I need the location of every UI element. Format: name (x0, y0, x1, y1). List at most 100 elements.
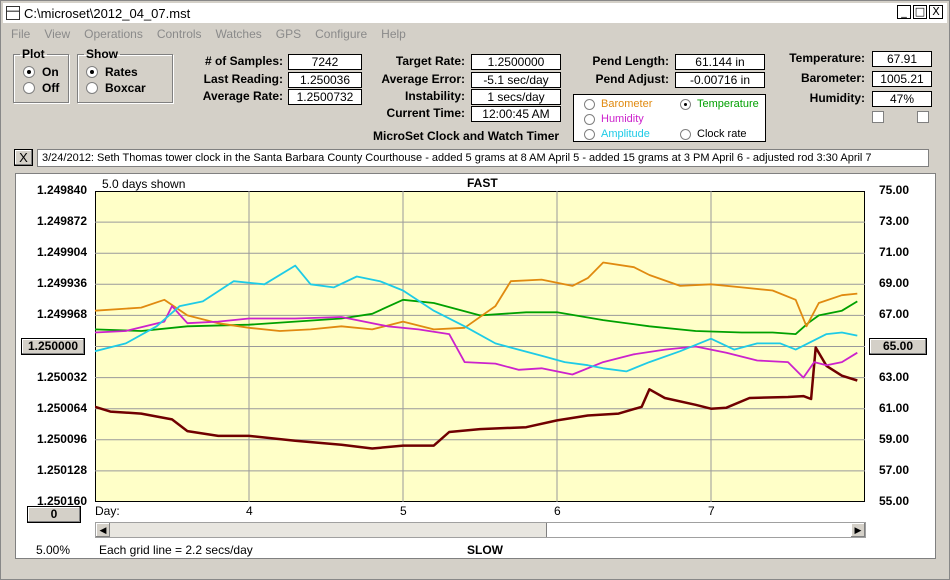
sensor-amplitude-label: Amplitude (601, 128, 650, 140)
menu-operations[interactable]: Operations (84, 27, 143, 41)
title-bar: C:\microset\2012_04_07.mst _ □ X (3, 3, 947, 23)
series-line-humidity (95, 305, 858, 379)
sensor-temperature-radio[interactable]: Temperature (680, 98, 759, 110)
samples-label: # of Samples: (204, 54, 283, 68)
sensor-barometer-label: Barometer (601, 98, 653, 110)
plot-group-title: Plot (22, 47, 45, 61)
average-error-value: -5.1 sec/day (471, 72, 561, 88)
humidity-label: Humidity: (809, 91, 865, 105)
percent-label: 5.00% (36, 543, 71, 557)
radio-unselected-icon (680, 128, 691, 140)
x-axis-prefix: Day: (95, 504, 120, 518)
radio-selected-icon (86, 66, 98, 78)
radio-unselected-icon (86, 82, 98, 94)
days-shown-label: 5.0 days shown (102, 177, 186, 191)
y-right-tick: 57.00 (878, 462, 909, 477)
plot-group: Plot (13, 47, 69, 103)
app-icon (6, 6, 20, 20)
show-rates-radio[interactable]: Rates (86, 65, 138, 79)
sensor-amplitude-radio[interactable]: Amplitude (584, 128, 650, 140)
y-right-tick: 67.00 (878, 307, 909, 322)
minimize-button[interactable]: _ (897, 5, 911, 19)
series-line-amplitude (95, 264, 858, 373)
note-field[interactable]: 3/24/2012: Seth Thomas tower clock in th… (37, 149, 929, 167)
y-right-tick: 75.00 (878, 183, 909, 197)
radio-selected-icon (680, 98, 691, 110)
checkbox-2[interactable] (917, 111, 929, 123)
y-right-tick: 73.00 (878, 214, 909, 229)
horizontal-scrollbar[interactable]: ◀ ▶ (95, 522, 866, 538)
scroll-right-icon[interactable]: ▶ (851, 523, 865, 537)
radio-selected-icon (23, 66, 35, 78)
instability-value: 1 secs/day (471, 89, 561, 105)
menu-help[interactable]: Help (381, 27, 406, 41)
show-boxcar-label: Boxcar (105, 81, 146, 95)
sensor-clock-rate-label: Clock rate (697, 128, 747, 140)
plot-off-label: Off (42, 81, 60, 95)
series-line-clock-rate (95, 346, 858, 450)
window-title: C:\microset\2012_04_07.mst (24, 5, 191, 21)
radio-unselected-icon (584, 98, 595, 110)
plot-off-radio[interactable]: Off (23, 81, 59, 95)
checkbox-1[interactable] (872, 111, 884, 123)
radio-unselected-icon (584, 128, 595, 140)
pend-adjust-value: -0.00716 in (675, 72, 765, 88)
y-left-tick: 1.250160 (36, 494, 87, 508)
series-line-temperature (95, 298, 858, 336)
target-rate-label: Target Rate: (395, 54, 465, 68)
radio-unselected-icon (584, 113, 595, 125)
barometer-label: Barometer: (800, 71, 865, 85)
center-temperature-button[interactable]: 65.00 (869, 338, 927, 355)
sensor-clock-rate-radio[interactable]: Clock rate (680, 128, 747, 140)
y-right-tick: 61.00 (878, 400, 909, 415)
average-error-label: Average Error: (381, 72, 465, 86)
y-right-tick: 69.00 (878, 276, 909, 291)
menu-file[interactable]: File (11, 27, 31, 41)
x-tick: 4 (246, 504, 253, 518)
slow-label: SLOW (467, 543, 503, 557)
grid-note-label: Each grid line = 2.2 secs/day (99, 543, 253, 557)
temperature-value: 67.91 (872, 51, 932, 67)
menu-controls[interactable]: Controls (156, 27, 202, 41)
x-tick: 5 (400, 504, 407, 518)
menu-view[interactable]: View (44, 27, 71, 41)
average-rate-label: Average Rate: (202, 89, 283, 103)
y-left-tick: 1.250096 (36, 431, 87, 446)
x-tick: 7 (708, 504, 715, 518)
menu-configure[interactable]: Configure (315, 27, 368, 41)
y-left-tick: 1.249904 (36, 245, 87, 260)
plot-on-radio[interactable]: On (23, 65, 59, 79)
close-note-button[interactable]: X (14, 149, 33, 166)
y-right-tick: 55.00 (878, 494, 909, 508)
show-boxcar-radio[interactable]: Boxcar (86, 81, 146, 95)
fast-label: FAST (467, 176, 498, 190)
menu-gps[interactable]: GPS (275, 27, 302, 41)
temperature-label: Temperature: (789, 51, 865, 65)
menu-bar: File View Operations Controls Watches GP… (3, 25, 947, 43)
pend-length-label: Pend Length: (592, 54, 669, 68)
sensor-barometer-radio[interactable]: Barometer (584, 98, 652, 110)
instability-label: Instability: (404, 89, 465, 103)
barometer-value: 1005.21 (872, 71, 932, 87)
x-tick: 6 (554, 504, 561, 518)
center-rate-button[interactable]: 1.250000 (21, 338, 85, 355)
y-left-tick: 1.249840 (36, 183, 87, 197)
menu-watches[interactable]: Watches (215, 27, 262, 41)
y-left-tick: 1.249872 (36, 214, 87, 229)
maximize-button[interactable]: □ (913, 5, 927, 19)
sensor-temperature-label: Temperature (697, 98, 759, 110)
scroll-thumb[interactable] (546, 523, 851, 537)
y-left-tick: 1.250128 (36, 462, 87, 477)
humidity-value: 47% (872, 91, 932, 107)
last-reading-label: Last Reading: (203, 72, 283, 86)
scroll-left-icon[interactable]: ◀ (96, 523, 110, 537)
sensor-humidity-radio[interactable]: Humidity (584, 113, 644, 125)
show-group: Show (77, 47, 173, 103)
last-reading-value: 1.250036 (288, 72, 362, 88)
close-button[interactable]: X (929, 5, 943, 19)
y-left-tick: 1.249968 (36, 307, 87, 322)
show-group-title: Show (86, 47, 118, 61)
zero-button[interactable]: 0 (27, 506, 81, 523)
app-heading: MicroSet Clock and Watch Timer (373, 129, 560, 143)
